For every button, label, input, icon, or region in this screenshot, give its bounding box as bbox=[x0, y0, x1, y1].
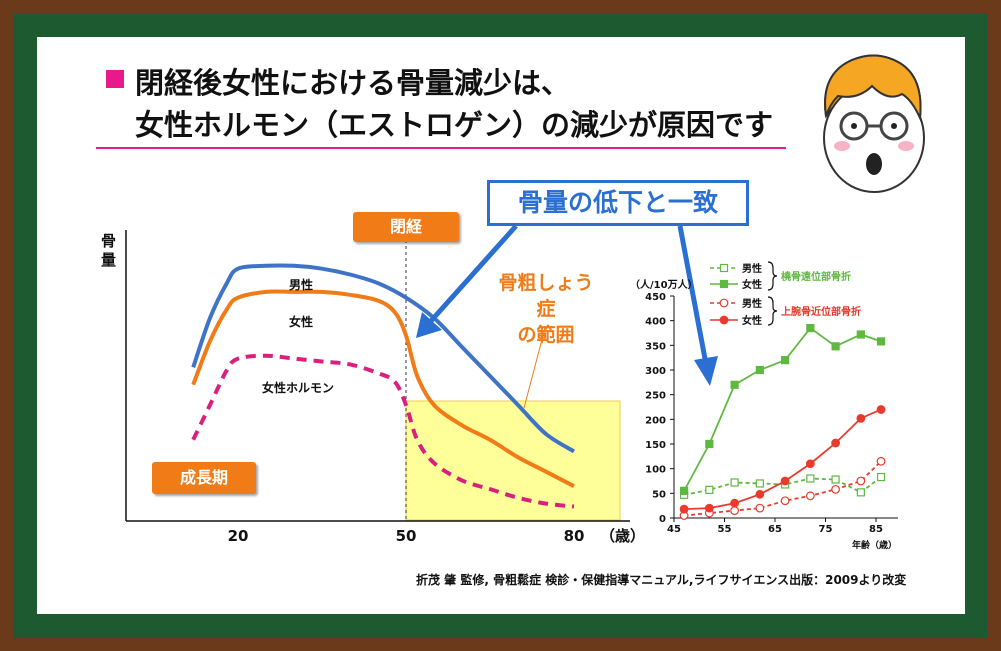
point-red-female bbox=[831, 438, 840, 448]
left-x-tick-80: 80 bbox=[564, 527, 585, 545]
female-bone-mass-line bbox=[191, 289, 575, 488]
left-x-tick-50: 50 bbox=[396, 527, 417, 545]
female-hormone-line bbox=[191, 353, 575, 509]
point-red-female bbox=[780, 476, 790, 486]
point-green-female bbox=[831, 342, 840, 351]
point-green-male bbox=[730, 478, 739, 487]
legend-marker-green-female bbox=[719, 279, 729, 289]
right-y-label: （人/10万人） bbox=[630, 278, 698, 291]
point-red-female bbox=[805, 459, 815, 469]
legend-label-green-male: 男性 bbox=[742, 262, 762, 275]
hormone-series-label: 女性ホルモン bbox=[262, 381, 335, 395]
right-y-tick-0: 0 bbox=[659, 514, 666, 525]
osteoporosis-label: 骨粗しょう症 の範囲 bbox=[496, 270, 596, 348]
osteoporosis-zone bbox=[405, 400, 621, 521]
male-series-label: 男性 bbox=[289, 278, 314, 292]
osteo-pointer bbox=[523, 327, 546, 409]
point-green-female bbox=[705, 439, 714, 449]
point-red-female bbox=[730, 498, 739, 508]
growth-period-badge: 成長期 bbox=[152, 462, 256, 494]
point-red-female bbox=[755, 489, 765, 499]
right-y-tick-350: 350 bbox=[645, 341, 666, 352]
right-x-tick-85: 85 bbox=[869, 524, 883, 535]
right-y-tick-250: 250 bbox=[645, 391, 666, 402]
title-bullet bbox=[106, 70, 124, 88]
left-x-tick-20: 20 bbox=[228, 527, 249, 545]
legend-label-green-female: 女性 bbox=[742, 278, 762, 291]
legend-marker-green-male bbox=[719, 263, 729, 273]
point-red-female bbox=[856, 413, 866, 423]
male-bone-mass-line bbox=[191, 263, 576, 454]
point-green-male bbox=[831, 475, 840, 484]
menopause-badge: 閉経 bbox=[353, 212, 459, 242]
title-underline bbox=[96, 147, 786, 149]
point-red-female bbox=[876, 405, 886, 414]
legend-group-radius: 橈骨遠位部骨折 bbox=[781, 270, 851, 283]
point-green-female bbox=[856, 330, 865, 339]
point-green-male bbox=[705, 485, 714, 494]
fracture-line-red-male bbox=[684, 460, 882, 517]
y-axis-label: 骨量 bbox=[101, 232, 117, 269]
right-x-label: 年齢（歳） bbox=[852, 539, 897, 551]
right-y-tick-400: 400 bbox=[645, 317, 666, 328]
legend-label-red-female: 女性 bbox=[742, 314, 762, 327]
right-x-tick-45: 45 bbox=[667, 524, 681, 535]
fracture-line-green-female bbox=[683, 326, 882, 492]
point-red-male bbox=[780, 496, 790, 506]
female-series-label: 女性 bbox=[289, 315, 314, 329]
point-red-female bbox=[679, 504, 689, 514]
legend-brace-upper bbox=[767, 261, 778, 291]
point-green-female bbox=[780, 356, 790, 365]
right-y-tick-100: 100 bbox=[645, 465, 666, 476]
right-x-tick-75: 75 bbox=[819, 524, 833, 535]
osteoporosis-label-line2: の範囲 bbox=[517, 324, 575, 346]
right-y-tick-450: 450 bbox=[645, 292, 666, 303]
point-red-female bbox=[704, 503, 714, 513]
point-red-male bbox=[730, 506, 739, 516]
surprised-face-icon bbox=[823, 54, 925, 193]
legend-brace-lower bbox=[767, 296, 778, 326]
right-x-tick-65: 65 bbox=[768, 524, 782, 535]
point-green-male bbox=[806, 474, 815, 483]
right-y-tick-200: 200 bbox=[645, 415, 666, 426]
point-green-female bbox=[730, 380, 739, 389]
point-green-male bbox=[856, 488, 865, 497]
point-green-male bbox=[876, 472, 886, 482]
point-red-male bbox=[856, 476, 866, 486]
source-citation: 折茂 肇 監修, 骨粗鬆症 検診・保健指導マニュアル,ライフサイエンス出版：20… bbox=[416, 573, 907, 587]
point-green-female bbox=[806, 323, 815, 333]
left-x-unit: （歳） bbox=[600, 527, 645, 545]
point-green-female bbox=[876, 337, 886, 346]
legend-group-humerus: 上腕骨近位部骨折 bbox=[781, 305, 861, 318]
point-red-male bbox=[805, 491, 815, 501]
legend-marker-red-male bbox=[719, 298, 729, 308]
point-red-male bbox=[755, 503, 765, 513]
callout-arrow-right bbox=[677, 225, 718, 386]
right-x-tick-55: 55 bbox=[718, 524, 732, 535]
right-y-tick-50: 50 bbox=[652, 489, 666, 500]
legend-label-red-male: 男性 bbox=[742, 297, 762, 310]
point-red-male bbox=[876, 456, 886, 466]
osteoporosis-label-line1: 骨粗しょう症 bbox=[498, 272, 594, 320]
title-line2: 女性ホルモン（エストロゲン）の減少が原因です bbox=[135, 108, 774, 142]
point-green-female bbox=[755, 365, 764, 375]
legend-marker-red-female bbox=[719, 315, 729, 325]
callout-box: 骨量の低下と一致 bbox=[487, 180, 749, 226]
title-line1: 閉経後女性における骨量減少は、 bbox=[135, 66, 571, 100]
callout-arrow-left bbox=[416, 224, 518, 338]
right-y-tick-150: 150 bbox=[645, 440, 666, 451]
point-red-male bbox=[831, 484, 840, 494]
right-y-tick-300: 300 bbox=[645, 366, 666, 377]
point-green-female bbox=[679, 486, 689, 495]
fracture-line-red-female bbox=[684, 408, 882, 511]
point-green-male bbox=[755, 479, 764, 488]
